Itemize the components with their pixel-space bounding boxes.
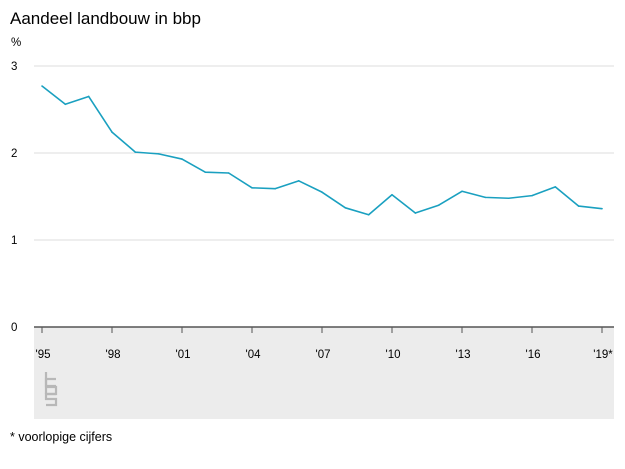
y-tick-label: 1	[11, 235, 17, 247]
data-point	[531, 194, 533, 197]
data-point	[64, 103, 67, 106]
data-point	[391, 193, 393, 196]
data-point	[87, 95, 90, 98]
series-line	[41, 85, 603, 216]
cbs-logo-icon	[44, 372, 58, 407]
data-point	[344, 207, 347, 209]
data-point	[227, 172, 230, 174]
grid	[34, 65, 614, 328]
x-ticks: '95 '98 '01 '04 '07 '10 '13 '16 '19*	[36, 327, 613, 361]
data-point	[251, 187, 253, 189]
x-axis-band	[34, 327, 614, 419]
data-point	[437, 204, 440, 206]
data-point	[111, 131, 113, 133]
data-point	[414, 212, 417, 214]
data-point	[554, 186, 557, 188]
data-point	[367, 213, 370, 216]
x-tick-label: '07	[316, 349, 331, 361]
data-point	[134, 151, 137, 153]
data-point	[41, 85, 43, 87]
data-point	[297, 180, 300, 182]
y-tick-label: 2	[11, 148, 17, 160]
data-point	[157, 153, 160, 155]
y-axis-unit: %	[11, 37, 21, 49]
data-point	[601, 207, 603, 210]
x-tick-label: '04	[246, 349, 262, 361]
x-tick-label: '19*	[593, 349, 613, 361]
data-points	[41, 85, 603, 216]
footnote: * voorlopige cijfers	[10, 430, 113, 444]
data-point	[204, 171, 207, 173]
x-tick-label: '95	[36, 349, 51, 361]
x-tick-label: '01	[176, 349, 191, 361]
x-tick-label: '16	[526, 349, 541, 361]
x-tick-label: '13	[456, 349, 471, 361]
data-point	[181, 158, 183, 160]
y-ticks: 0 1 2 3	[11, 61, 17, 334]
data-point	[507, 197, 510, 200]
x-tick-label: '10	[386, 349, 401, 361]
y-tick-label: 3	[11, 61, 17, 73]
y-tick-label: 0	[11, 322, 17, 334]
data-point	[321, 191, 323, 193]
data-point	[484, 196, 487, 199]
chart-title: Aandeel landbouw in bbp	[10, 9, 201, 28]
x-tick-label: '98	[106, 349, 121, 361]
data-point	[461, 190, 463, 193]
data-point	[577, 205, 580, 207]
data-point	[274, 187, 277, 190]
